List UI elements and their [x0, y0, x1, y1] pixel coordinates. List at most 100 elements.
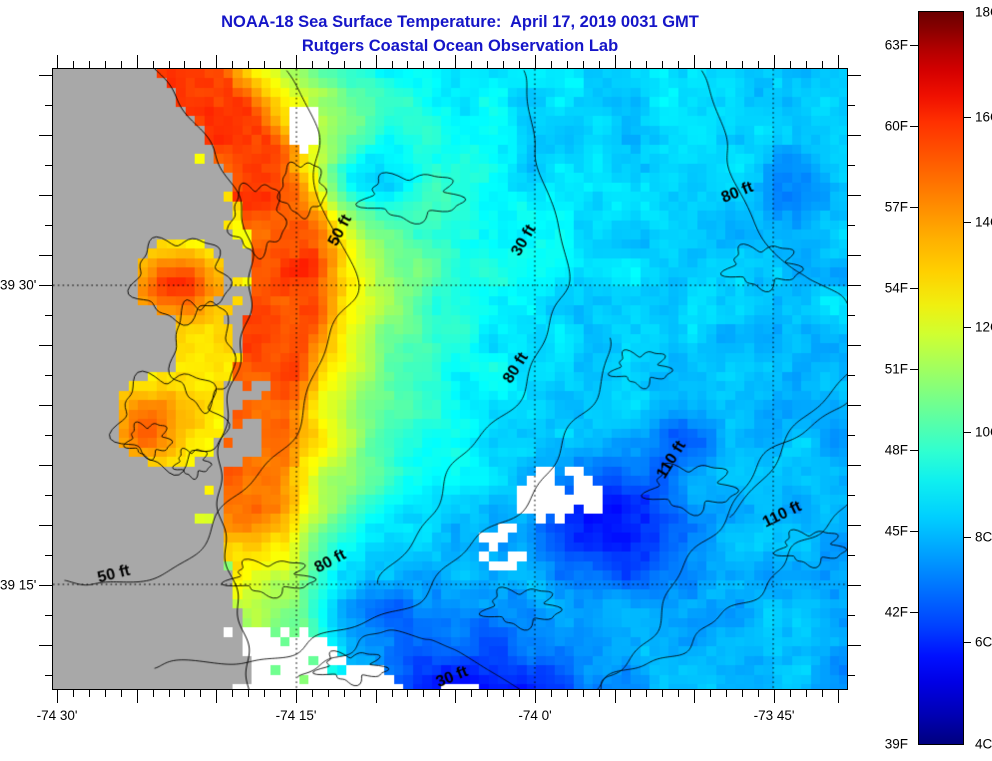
x-axis-tick	[264, 61, 266, 68]
x-axis-tick	[153, 690, 155, 697]
x-axis-tick	[774, 55, 776, 68]
x-axis-tick	[535, 55, 537, 68]
y-axis-tick	[848, 555, 855, 557]
x-axis-tick	[822, 690, 824, 697]
page-title: NOAA-18 Sea Surface Temperature: April 1…	[40, 10, 880, 58]
x-axis-tick	[742, 690, 744, 697]
y-axis-tick	[39, 645, 52, 647]
x-axis-tick	[455, 690, 457, 703]
colorbar-label-celsius: 12C	[975, 319, 992, 335]
y-axis-tick	[848, 585, 861, 587]
x-axis-tick	[678, 61, 680, 68]
x-axis-tick	[360, 690, 362, 697]
x-axis-tick	[57, 690, 59, 703]
colorbar-label-fahrenheit: 57F	[884, 199, 908, 215]
x-axis-tick	[232, 690, 234, 697]
x-axis-tick	[184, 690, 186, 697]
y-axis-tick	[45, 675, 52, 677]
y-axis-tick	[848, 75, 861, 77]
x-axis-tick	[423, 690, 425, 697]
x-axis-tick	[169, 61, 171, 68]
y-axis-tick	[848, 615, 855, 617]
y-axis-tick	[848, 285, 861, 287]
y-axis-tick	[848, 465, 861, 467]
y-axis-tick	[848, 195, 861, 197]
x-axis-tick	[599, 690, 601, 697]
y-axis-tick	[848, 435, 855, 437]
x-axis-tick	[216, 690, 218, 703]
colorbar-tick-c	[964, 537, 971, 539]
x-axis-tick	[694, 690, 696, 703]
x-axis-label: -74 30'	[36, 708, 78, 723]
y-axis-tick	[848, 105, 855, 107]
x-axis-tick	[392, 61, 394, 68]
title-line-2: Rutgers Coastal Ocean Observation Lab	[301, 37, 619, 55]
colorbar-tick-f	[910, 531, 918, 533]
x-axis-tick	[471, 690, 473, 697]
x-axis-tick	[678, 690, 680, 697]
colorbar-label-celsius: 10C	[975, 424, 992, 440]
x-axis-tick	[423, 61, 425, 68]
x-axis-tick	[407, 690, 409, 697]
x-axis-tick	[758, 61, 760, 68]
x-axis-tick	[200, 61, 202, 68]
x-axis-label: -74 0'	[518, 708, 552, 723]
x-axis-tick	[153, 61, 155, 68]
x-axis-tick	[471, 61, 473, 68]
x-axis-tick	[248, 61, 250, 68]
x-axis-tick	[392, 690, 394, 697]
colorbar-label-fahrenheit: 54F	[884, 280, 908, 296]
y-axis-tick	[848, 135, 861, 137]
x-axis-tick	[407, 61, 409, 68]
y-axis-tick	[39, 255, 52, 257]
x-axis-tick	[439, 61, 441, 68]
y-axis-tick	[45, 315, 52, 317]
title-line-1: NOAA-18 Sea Surface Temperature: April 1…	[221, 13, 699, 31]
x-axis-tick	[73, 690, 75, 697]
colorbar-tick-c	[964, 432, 971, 434]
sst-map[interactable]	[52, 68, 848, 690]
x-axis-tick	[790, 690, 792, 697]
y-axis-tick	[45, 615, 52, 617]
x-axis-tick	[662, 61, 664, 68]
x-axis-tick	[503, 690, 505, 697]
x-axis-tick	[312, 61, 314, 68]
colorbar-label-fahrenheit: 60F	[884, 118, 908, 134]
x-axis-tick	[89, 690, 91, 697]
x-axis-tick	[264, 690, 266, 697]
y-axis-tick	[39, 195, 52, 197]
x-axis-tick	[567, 61, 569, 68]
colorbar-tick-f	[910, 45, 918, 47]
x-axis-tick	[838, 55, 840, 68]
y-axis-tick	[39, 405, 52, 407]
colorbar-label-fahrenheit: 63F	[884, 37, 908, 53]
x-axis-tick	[248, 690, 250, 697]
x-axis-tick	[822, 61, 824, 68]
y-axis-label: 39 30'	[0, 277, 37, 293]
x-axis-tick	[455, 55, 457, 68]
colorbar-label-fahrenheit: 39F	[884, 736, 908, 752]
x-axis-tick	[790, 61, 792, 68]
y-axis-tick	[39, 585, 52, 587]
x-axis-tick	[137, 55, 139, 68]
colorbar[interactable]: 63F 60F 57F 54F 51F 48F 45F 42F 39F 18C 16C 14C 12C 1…	[885, 5, 992, 752]
x-axis-tick	[328, 61, 330, 68]
y-axis-tick	[45, 225, 52, 227]
x-axis-tick	[535, 690, 537, 703]
x-axis-tick	[280, 690, 282, 697]
colorbar-tick-f	[910, 450, 918, 452]
x-axis-tick	[137, 690, 139, 703]
x-axis-tick	[599, 61, 601, 68]
x-axis-tick	[758, 690, 760, 697]
x-axis-tick	[503, 61, 505, 68]
colorbar-tick-f	[910, 612, 918, 614]
x-axis-tick	[551, 61, 553, 68]
y-axis-tick	[848, 315, 855, 317]
x-axis-tick	[662, 690, 664, 697]
x-axis-tick	[105, 61, 107, 68]
x-axis-tick	[216, 55, 218, 68]
x-axis-tick	[487, 690, 489, 697]
x-axis-tick	[121, 690, 123, 697]
x-axis-tick	[742, 61, 744, 68]
x-axis-tick	[376, 690, 378, 703]
